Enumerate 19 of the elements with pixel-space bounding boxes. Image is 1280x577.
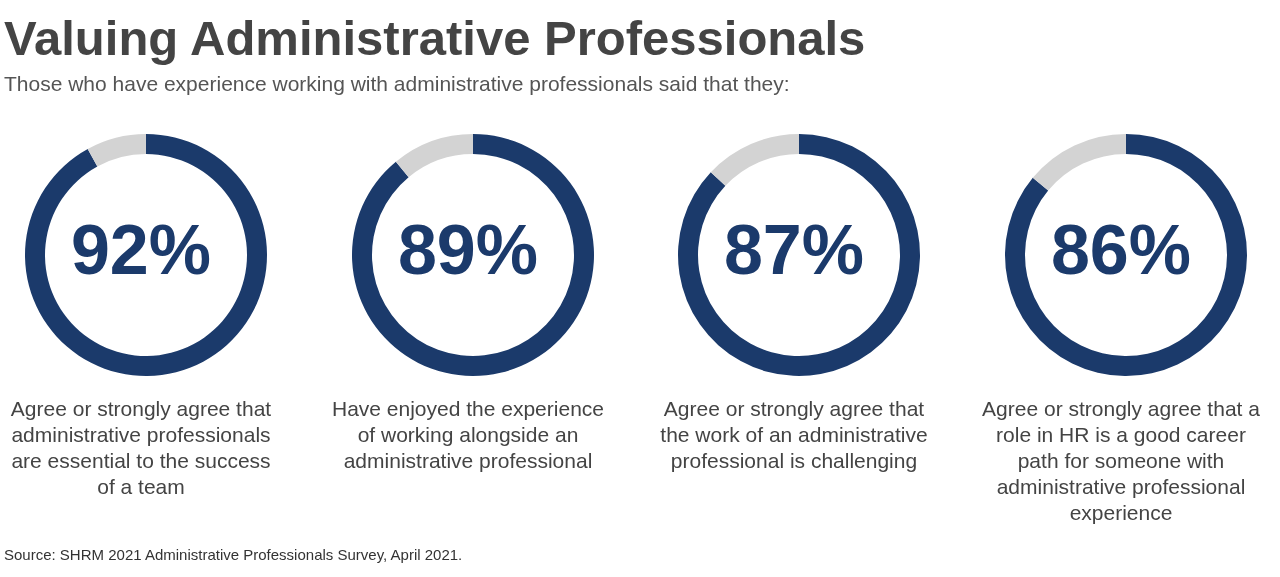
donut-slice [678,134,920,376]
donut-slice [1005,134,1247,376]
text: Agree or strongly agree that the work of an administrative professional is challenging [659,396,929,474]
text: Agree or strongly agree that administrative professionals are essential to the success of a team [9,396,273,500]
donut-slice [710,134,799,186]
text: Valuing Administrative Professionals [4,10,866,66]
donut-slice [352,134,594,376]
text: Have enjoyed the experience of working alongside an administrative professional [331,396,605,474]
data-label: 89% [396,211,540,289]
text: Agree or strongly agree that a role in HR is a good career path for someone with administrative professional experience [981,396,1261,526]
donut-slice [1032,134,1126,191]
donut-slice [25,134,267,376]
source-note: Source: SHRM 2021 Administrative Professionals Survey, April 2021. [4,546,463,563]
donut-slice [395,134,473,178]
donut-slice [87,134,146,167]
data-label: 87% [722,211,866,289]
text: Those who have experience working with administrative professionals said that they: [4,72,790,96]
data-label: 92% [69,211,213,289]
data-label: 86% [1049,211,1193,289]
